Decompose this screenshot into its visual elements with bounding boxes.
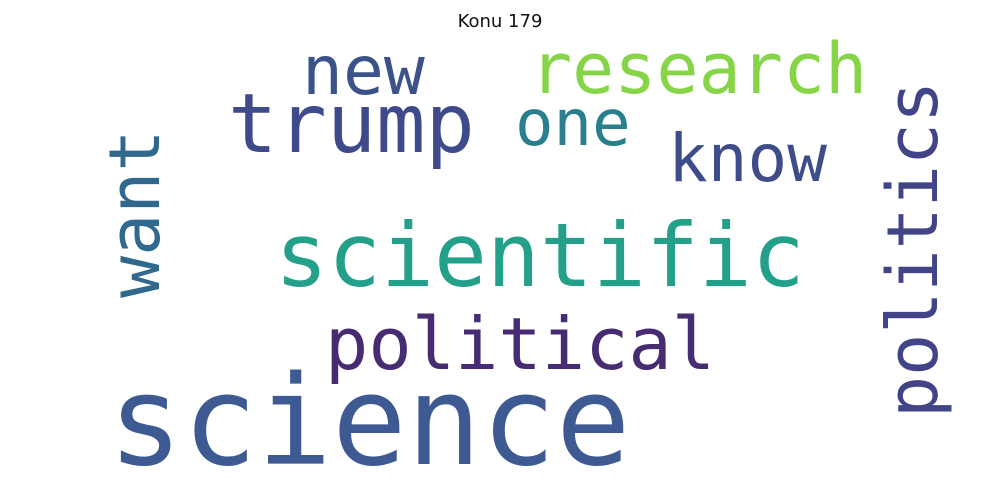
word-scientific: scientific (275, 204, 805, 307)
word-new: new (302, 32, 425, 111)
word-research: research (530, 28, 868, 110)
word-know: know (668, 120, 827, 197)
word-science: science (108, 350, 631, 494)
word-political: political (325, 302, 716, 386)
word-politics: politics (872, 80, 954, 418)
word-want: want (94, 129, 176, 298)
word-one: one (515, 87, 631, 161)
word-trump: trump (228, 77, 475, 172)
figure-title: Konu 179 (457, 11, 543, 32)
word-cloud: science scientific political trump resea… (94, 32, 954, 484)
